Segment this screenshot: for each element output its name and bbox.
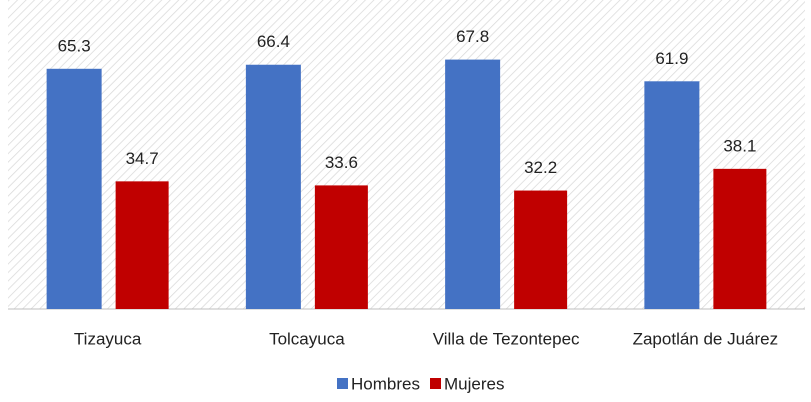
data-label: 61.9 [655, 49, 688, 68]
x-tick-label: Tizayuca [74, 329, 142, 348]
bar [115, 181, 169, 309]
data-label: 34.7 [126, 149, 159, 168]
bar [46, 68, 102, 310]
data-label: 67.8 [456, 27, 489, 46]
bar [514, 190, 568, 309]
data-label: 38.1 [723, 136, 756, 155]
legend-label: Mujeres [444, 374, 504, 393]
x-tick-label: Zapotlán de Juárez [633, 329, 779, 348]
bar [713, 168, 767, 309]
x-tick-label: Tolcayuca [269, 329, 345, 348]
data-label: 65.3 [58, 36, 91, 55]
legend-swatch [337, 378, 348, 389]
data-label: 32.2 [524, 158, 557, 177]
x-tick-label: Villa de Tezontepec [433, 329, 580, 348]
data-label: 66.4 [257, 32, 290, 51]
data-label: 33.6 [325, 153, 358, 172]
bar [445, 59, 501, 309]
bar [245, 64, 301, 309]
bar [314, 185, 368, 309]
bar [644, 81, 700, 310]
legend-swatch [430, 378, 441, 389]
legend-label: Hombres [351, 374, 420, 393]
